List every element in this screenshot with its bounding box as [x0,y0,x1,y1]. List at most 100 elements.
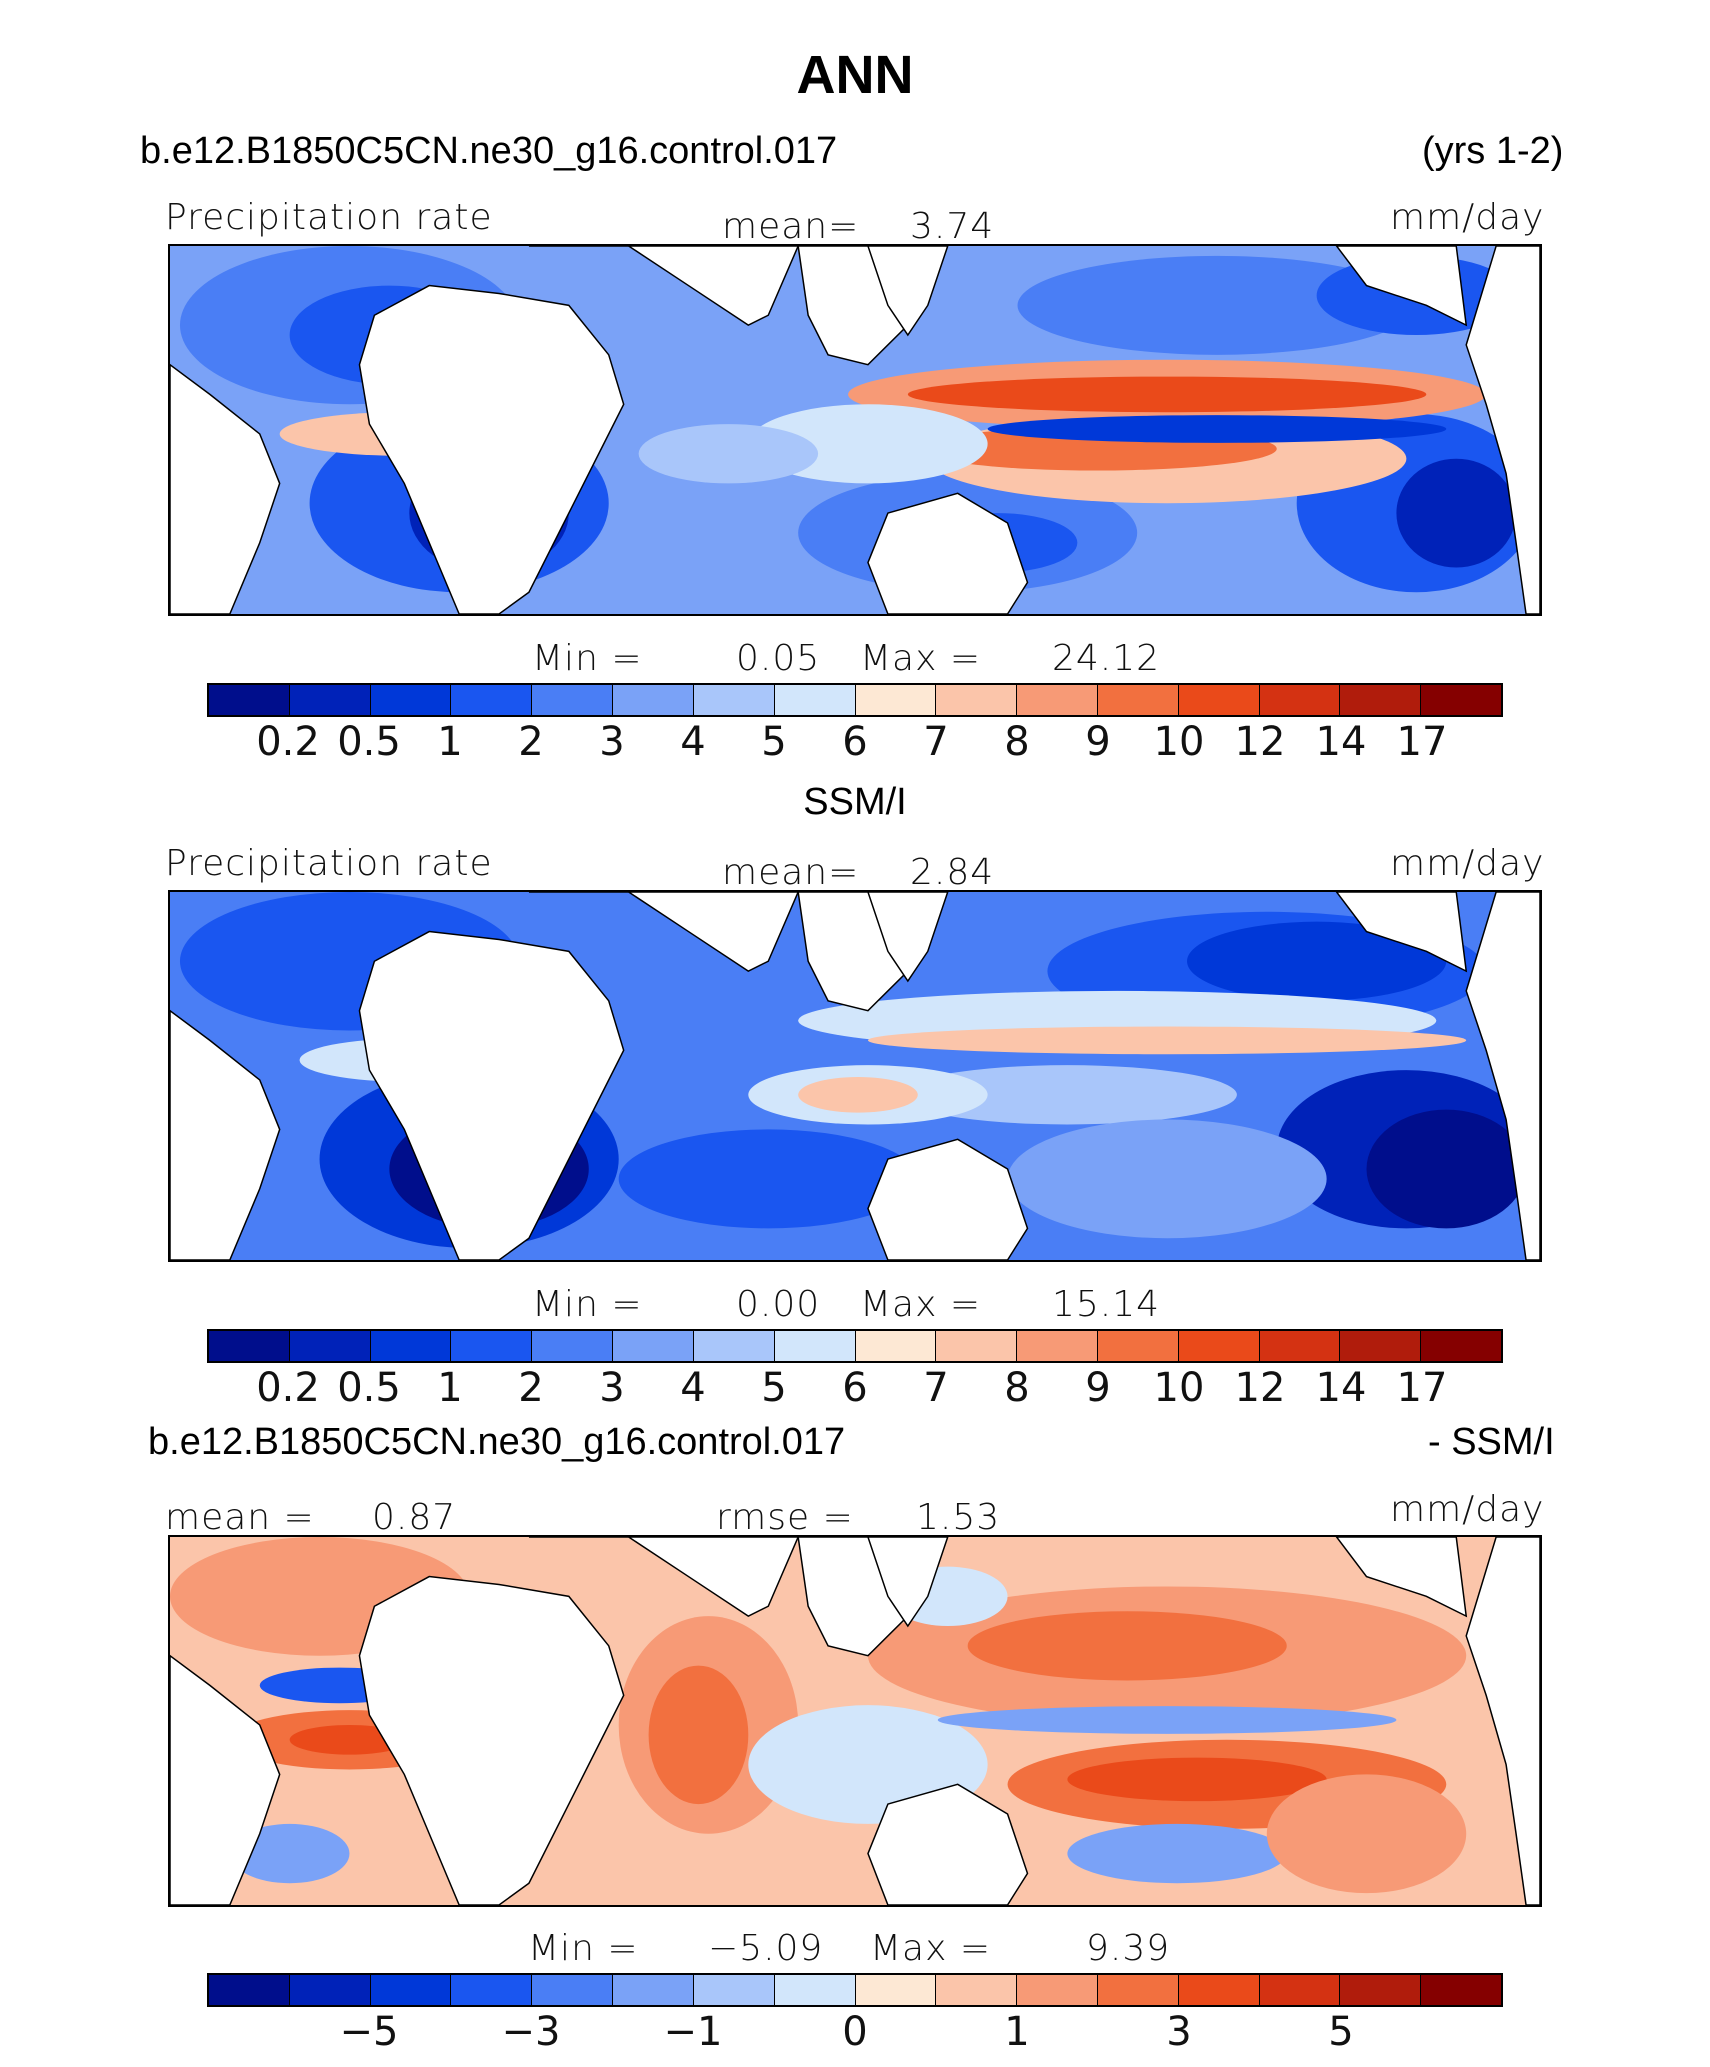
colorbar-swatch [1421,1975,1501,2005]
panel1-min-value: 0.05 [736,638,821,679]
panel2-min-label: Min = [532,1284,643,1325]
panel3-rmse-label: rmse = [716,1497,854,1538]
colorbar-tick-label: 0.2 [256,1365,320,1411]
panel2-mean-value: 2.84 [910,852,995,893]
colorbar-tick-label: 10 [1153,1365,1205,1411]
panel2-precip-map [168,890,1542,1262]
colorbar-swatch [855,1975,937,2005]
colorbar-tick-label: 17 [1396,719,1448,765]
colorbar-tick-label: 5 [761,719,787,765]
colorbar-swatch [774,1331,856,1361]
colorbar-swatch [1178,1975,1260,2005]
colorbar-tick-label: 3 [599,1365,625,1411]
colorbar-tick-label: 7 [923,719,949,765]
panel3-colorbar [207,1973,1503,2007]
colorbar-swatch [1097,685,1179,715]
colorbar-swatch [209,1975,290,2005]
colorbar-tick-label: 1 [437,1365,463,1411]
colorbar-tick-label: 17 [1396,1365,1448,1411]
colorbar-swatch [1017,1975,1098,2005]
colorbar-swatch [451,1331,533,1361]
colorbar-swatch [1097,1975,1179,2005]
colorbar-swatch [855,1331,937,1361]
colorbar-swatch [370,1975,452,2005]
panel3-max-label: Max = [870,1928,992,1969]
panel2-max-value: 15.14 [1052,1284,1161,1325]
colorbar-swatch [613,1331,694,1361]
panel1-mean-value: 3.74 [910,206,995,247]
colorbar-swatch [613,1975,694,2005]
colorbar-tick-label: 1 [437,719,463,765]
colorbar-tick-label: 2 [518,1365,544,1411]
panel1-precip-map [168,244,1542,616]
colorbar-swatch [1259,685,1341,715]
colorbar-tick-label: −5 [339,2009,399,2055]
panel3-mean-label: mean = [165,1497,315,1538]
colorbar-swatch [1421,685,1501,715]
colorbar-swatch [451,685,533,715]
colorbar-tick-label: 7 [923,1365,949,1411]
colorbar-swatch [1340,685,1422,715]
colorbar-swatch [693,1975,775,2005]
colorbar-tick-label: 14 [1315,1365,1367,1411]
colorbar-tick-label: −1 [663,2009,723,2055]
colorbar-swatch [1259,1975,1341,2005]
colorbar-swatch [936,1975,1018,2005]
colorbar-tick-label: 6 [842,1365,868,1411]
colorbar-tick-label: 1 [1004,2009,1030,2055]
panel1-max-value: 24.12 [1052,638,1161,679]
colorbar-swatch [855,685,937,715]
colorbar-swatch [289,685,371,715]
colorbar-swatch [1178,685,1260,715]
colorbar-swatch [693,685,775,715]
colorbar-swatch [209,1331,290,1361]
panel3-mean-value: 0.87 [372,1497,457,1538]
colorbar-tick-label: 9 [1085,719,1111,765]
panel3-rmse-value: 1.53 [916,1497,1001,1538]
figure-title: ANN [796,45,914,105]
panel1-colorbar-ticks: 0.2 0.5 1 2 3 4 5 6 7 8 9 10 12 14 17 [0,722,1710,768]
colorbar-tick-label: 5 [761,1365,787,1411]
colorbar-swatch [774,1975,856,2005]
colorbar-swatch [1097,1331,1179,1361]
colorbar-swatch [1017,685,1098,715]
colorbar-swatch [1340,1331,1422,1361]
panel2-variable-label: Precipitation rate [165,843,493,884]
colorbar-tick-label: 3 [1166,2009,1192,2055]
colorbar-tick-label: 9 [1085,1365,1111,1411]
panel2-heading: SSM/I [803,781,907,823]
panel3-max-value: 9.39 [1086,1928,1171,1969]
colorbar-swatch [289,1331,371,1361]
colorbar-swatch [532,685,614,715]
colorbar-tick-label: 0.5 [337,719,401,765]
colorbar-tick-label: 12 [1234,1365,1286,1411]
colorbar-swatch [532,1331,614,1361]
colorbar-swatch [1340,1975,1422,2005]
colorbar-swatch [289,1975,371,2005]
panel1-mean-label: mean= [722,206,860,247]
colorbar-tick-label: 2 [518,719,544,765]
colorbar-tick-label: 0.5 [337,1365,401,1411]
panel2-colorbar [207,1329,1503,1363]
colorbar-swatch [1178,1331,1260,1361]
panel1-units-label: mm/day [1390,197,1545,238]
colorbar-swatch [451,1975,533,2005]
colorbar-swatch [209,685,290,715]
colorbar-tick-label: 5 [1328,2009,1354,2055]
colorbar-tick-label: 14 [1315,719,1367,765]
colorbar-tick-label: 10 [1153,719,1205,765]
panel1-case-label: b.e12.B1850C5CN.ne30_g16.control.017 [140,130,838,172]
panel3-difference-map [168,1535,1542,1907]
panel3-suffix-label: - SSM/I [1428,1421,1555,1463]
panel1-colorbar [207,683,1503,717]
panel3-colorbar-ticks: −5 −3 −1 0 1 3 5 [0,2012,1710,2058]
panel3-case-label: b.e12.B1850C5CN.ne30_g16.control.017 [148,1421,846,1463]
panel3-units-label: mm/day [1390,1489,1545,1530]
colorbar-tick-label: 8 [1004,719,1030,765]
panel3-min-label: Min = [528,1928,639,1969]
colorbar-tick-label: 0 [842,2009,868,2055]
colorbar-swatch [1017,1331,1098,1361]
colorbar-swatch [936,685,1018,715]
colorbar-tick-label: 3 [599,719,625,765]
panel1-variable-label: Precipitation rate [165,197,493,238]
